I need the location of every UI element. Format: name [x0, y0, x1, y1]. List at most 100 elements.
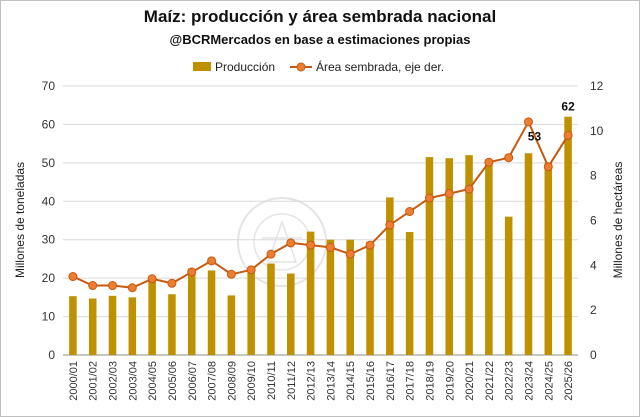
x-tick-label: 2008/09	[226, 361, 238, 401]
legend-marker-area	[296, 62, 306, 72]
point-area-sembrada	[563, 130, 573, 140]
bar-produccion	[524, 153, 533, 355]
x-tick-label: 2010/11	[266, 361, 278, 400]
point-area-sembrada	[286, 238, 296, 248]
point-area-sembrada	[207, 256, 217, 266]
x-tick-label: 2005/06	[167, 361, 179, 401]
point-area-sembrada	[127, 283, 137, 293]
bars-group	[69, 116, 572, 355]
bar-produccion	[544, 162, 553, 355]
y-tick-label-left: 60	[42, 117, 56, 131]
point-area-sembrada	[88, 281, 98, 291]
y-axis-label-right: Millones de hectáreas	[611, 162, 625, 279]
line-series-group	[68, 117, 573, 293]
x-tick-label: 2025/26	[563, 361, 575, 401]
chart-subtitle: @BCRMercados en base a estimaciones prop…	[170, 32, 471, 47]
x-tick-label: 2004/05	[147, 361, 159, 401]
x-tick-label: 2018/19	[424, 361, 436, 401]
point-area-sembrada	[484, 157, 494, 167]
point-area-sembrada	[424, 193, 434, 203]
x-tick-label: 2009/10	[246, 361, 258, 401]
x-tick-label: 2022/23	[504, 361, 516, 401]
x-tick-label: 2021/22	[484, 361, 496, 401]
bar-produccion	[346, 239, 354, 355]
y-ticks-left: 0 10 20 30 40 50 60 70	[42, 79, 56, 362]
point-area-sembrada	[345, 249, 355, 259]
point-area-sembrada	[167, 278, 177, 288]
y-tick-label-right: 2	[590, 303, 597, 317]
bar-produccion	[306, 231, 315, 355]
y-tick-label-left: 0	[48, 348, 55, 362]
data-label: 53	[528, 129, 542, 143]
bar-produccion	[88, 298, 97, 355]
legend: Producción Área sembrada, eje der.	[193, 59, 444, 74]
x-ticks: 2000/01 2001/02 2002/03 2003/04 2004/05 2005/…	[68, 361, 575, 401]
bar-produccion	[504, 216, 513, 355]
bar-produccion	[108, 295, 117, 355]
point-area-sembrada	[266, 249, 276, 259]
point-area-sembrada	[187, 267, 197, 277]
y-ticks-right: 0 2 4 6 8 10 12	[590, 79, 604, 362]
bar-produccion	[247, 268, 255, 355]
x-tick-label: 2017/18	[405, 361, 417, 401]
point-area-sembrada	[108, 281, 118, 291]
point-area-sembrada	[147, 274, 157, 284]
x-tick-label: 2007/08	[207, 361, 219, 401]
bar-produccion	[366, 241, 374, 355]
y-tick-label-left: 20	[42, 271, 56, 285]
bar-produccion	[148, 276, 156, 355]
data-labels: 53 62	[528, 100, 575, 144]
bar-produccion	[425, 157, 434, 355]
x-tick-label: 2020/21	[464, 361, 476, 401]
legend-label-produccion: Producción	[215, 60, 275, 74]
x-tick-label: 2015/16	[365, 361, 377, 401]
y-tick-label-right: 8	[590, 169, 597, 183]
x-tick-label: 2016/17	[385, 361, 397, 401]
y-tick-label-left: 40	[42, 194, 56, 208]
legend-label-area: Área sembrada, eje der.	[316, 59, 444, 74]
x-tick-label: 2019/20	[444, 361, 456, 401]
point-area-sembrada	[306, 240, 316, 250]
bar-produccion	[267, 263, 275, 355]
x-tick-label: 2014/15	[345, 361, 357, 401]
bar-produccion	[445, 158, 454, 355]
y-tick-label-left: 50	[42, 156, 56, 170]
y-tick-label-right: 0	[590, 348, 597, 362]
bar-produccion	[485, 164, 493, 355]
bar-produccion	[207, 270, 216, 355]
y-axis-label-left: Millones de toneladas	[13, 162, 27, 278]
point-area-sembrada	[365, 240, 375, 250]
x-tick-label: 2024/25	[543, 361, 555, 401]
bar-produccion	[465, 155, 473, 355]
point-area-sembrada	[543, 162, 553, 172]
bar-produccion	[69, 296, 77, 355]
point-area-sembrada	[68, 272, 78, 282]
point-area-sembrada	[246, 265, 256, 275]
x-tick-label: 2023/24	[523, 361, 535, 401]
point-area-sembrada	[444, 189, 454, 199]
y-tick-label-left: 70	[42, 79, 56, 93]
bar-produccion	[227, 295, 236, 355]
chart-title: Maíz: producción y área sembrada naciona…	[144, 7, 496, 26]
x-tick-label: 2001/02	[88, 361, 100, 401]
y-tick-label-right: 4	[590, 258, 597, 272]
bar-produccion	[287, 273, 295, 355]
y-tick-label-left: 30	[42, 233, 56, 247]
point-area-sembrada	[405, 207, 415, 217]
bar-produccion	[187, 268, 196, 355]
point-area-sembrada	[464, 184, 474, 194]
bar-produccion	[168, 294, 176, 355]
point-area-sembrada	[523, 117, 533, 127]
x-tick-label: 2013/14	[325, 361, 337, 401]
y-tick-label-right: 6	[590, 214, 597, 228]
bar-produccion	[386, 197, 394, 355]
x-tick-label: 2003/04	[127, 361, 139, 401]
x-tick-label: 2011/12	[286, 361, 298, 400]
data-label: 62	[561, 100, 575, 114]
point-area-sembrada	[504, 153, 514, 163]
x-tick-label: 2012/13	[306, 361, 318, 401]
x-tick-label: 2006/07	[187, 361, 199, 401]
bar-produccion	[326, 239, 335, 355]
